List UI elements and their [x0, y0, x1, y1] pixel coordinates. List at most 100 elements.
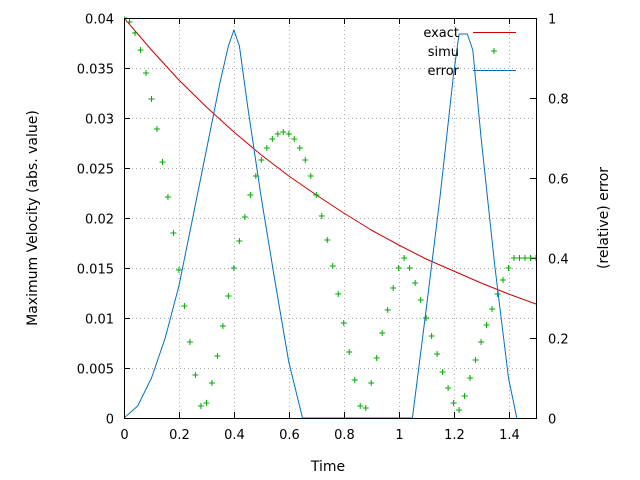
series-simu-point	[335, 291, 342, 297]
series-simu-point	[467, 375, 474, 381]
series-simu-point	[203, 400, 210, 406]
series-clip-group	[124, 16, 536, 419]
x-tick-label: 0.8	[334, 428, 355, 443]
series-simu-point	[247, 192, 254, 198]
series-simu-point	[291, 136, 298, 142]
series-simu-point	[142, 70, 149, 76]
series-simu-point	[439, 369, 446, 375]
tick-labels: 0 0.2 0.4 0.6 0.8 1 1.2 1.4 0 0.005 0.01 0.015 0.02 0…	[77, 13, 569, 444]
y2-tick-label: 0.6	[548, 173, 569, 188]
y2-tick-label: 0	[548, 413, 556, 428]
series-simu-point	[395, 265, 402, 271]
y-tick-label: 0.01	[85, 313, 114, 328]
series-simu-point	[368, 380, 375, 386]
axis-ticks	[124, 18, 536, 419]
series-simu-point	[318, 213, 325, 219]
series-simu-point	[500, 277, 507, 283]
series-simu-point	[527, 255, 534, 261]
series	[124, 16, 536, 419]
series-simu-point	[472, 357, 479, 363]
y2-tick-label: 0.4	[548, 253, 569, 268]
series-simu-point	[175, 267, 182, 273]
series-simu-point	[274, 131, 281, 137]
grid	[124, 18, 536, 418]
series-simu-point	[131, 30, 138, 36]
series-error-line	[124, 29, 518, 419]
y2-tick-label: 0.8	[548, 93, 569, 108]
series-simu-point	[230, 265, 237, 271]
series-simu-point	[450, 400, 457, 406]
series-simu-point	[214, 353, 221, 359]
series-simu-point	[208, 380, 215, 386]
series-simu-point	[153, 126, 160, 132]
series-simu-point	[489, 306, 496, 312]
series-simu-point	[324, 237, 331, 243]
series-simu-point	[340, 320, 347, 326]
legend: exact simu error	[423, 26, 516, 79]
series-simu-point	[522, 255, 529, 261]
series-simu-point	[379, 330, 386, 336]
series-simu-point	[390, 285, 397, 291]
series-simu-point	[373, 355, 380, 361]
y-axis-label: Maximum Velocity (abs. value)	[25, 110, 41, 326]
series-simu-point	[412, 280, 419, 286]
x-tick-label: 1.4	[499, 428, 520, 443]
series-simu-point	[307, 173, 314, 179]
series-simu-point	[192, 372, 199, 378]
series-simu-point	[280, 129, 287, 135]
series-simu-point	[423, 315, 430, 321]
y2-tick-label: 1	[548, 13, 556, 28]
series-simu-point	[148, 96, 155, 102]
y-tick-label: 0.015	[77, 263, 114, 278]
series-simu-point	[434, 351, 441, 357]
series-simu-point	[445, 385, 452, 391]
series-simu-point	[269, 136, 276, 142]
series-simu-point	[197, 403, 204, 409]
x-tick-label: 0.6	[279, 428, 300, 443]
series-simu-point	[401, 255, 408, 261]
series-simu-point	[329, 263, 336, 269]
y-tick-label: 0.03	[85, 113, 114, 128]
series-simu-point	[511, 255, 518, 261]
series-simu-point	[186, 339, 193, 345]
y-tick-label: 0.02	[85, 213, 114, 228]
series-simu-point	[406, 265, 413, 271]
y-tick-label: 0.04	[85, 13, 114, 28]
x-axis-label: Time	[310, 459, 345, 475]
x-tick-label: 1.2	[444, 428, 465, 443]
y-tick-label: 0.035	[77, 63, 114, 78]
series-simu-point	[505, 265, 512, 271]
x-tick-label: 0.2	[169, 428, 190, 443]
series-simu-point	[533, 255, 536, 261]
series-simu-point	[483, 322, 490, 328]
series-simu-point	[456, 407, 463, 413]
series-simu-point	[164, 194, 171, 200]
x-tick-label: 0.4	[224, 428, 245, 443]
y-tick-label: 0.025	[77, 163, 114, 178]
series-simu-point	[478, 339, 485, 345]
series-simu-point	[384, 307, 391, 313]
series-simu-point	[351, 377, 358, 383]
legend-swatch-simu	[491, 48, 497, 54]
x-tick-label: 1	[395, 428, 403, 443]
series-simu-point	[296, 145, 303, 151]
series-simu-point	[461, 393, 468, 399]
y-tick-label: 0.005	[77, 363, 114, 378]
legend-label-simu: simu	[428, 45, 459, 60]
series-simu-point	[302, 157, 309, 163]
y-tick-label: 0	[106, 413, 114, 428]
legend-label-exact: exact	[423, 26, 459, 41]
series-simu-point	[236, 238, 243, 244]
series-simu-point	[126, 19, 133, 25]
legend-label-error: error	[428, 64, 460, 79]
series-exact-line	[124, 17, 536, 305]
series-simu-point	[241, 214, 248, 220]
y2-tick-label: 0.2	[548, 333, 569, 348]
series-simu-point	[181, 303, 188, 309]
series-simu-point	[346, 349, 353, 355]
series-simu-point	[362, 405, 369, 411]
series-simu-point	[516, 255, 523, 261]
series-simu-point	[137, 47, 144, 53]
series-simu-point	[225, 293, 232, 299]
x-tick-label: 0	[120, 428, 128, 443]
